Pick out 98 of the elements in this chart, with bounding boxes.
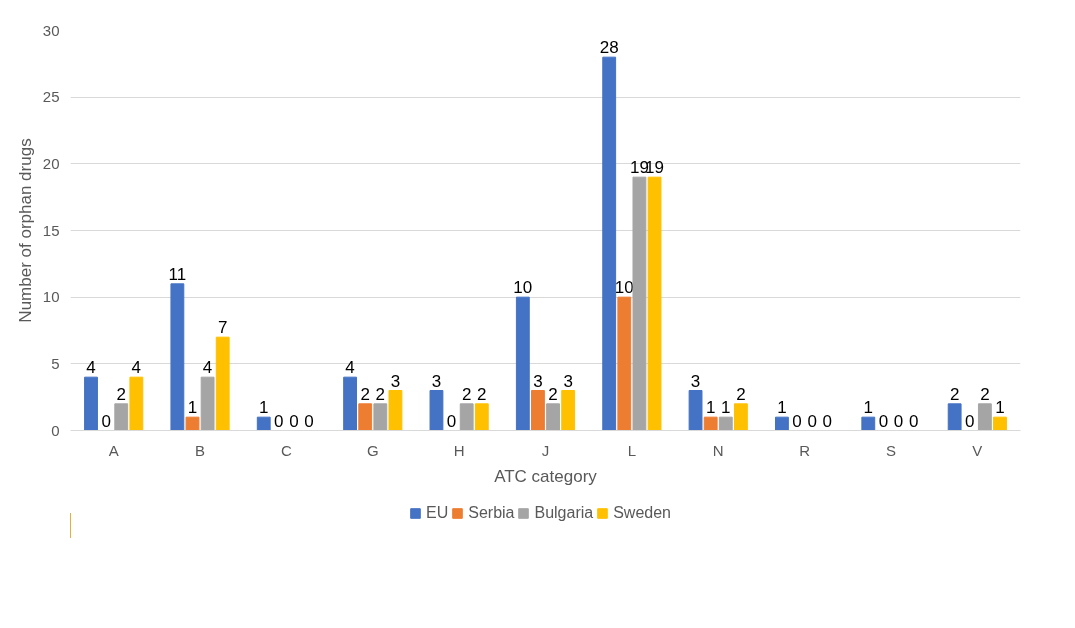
bar [561, 390, 576, 431]
bar [429, 390, 444, 431]
data-label: 0 [792, 411, 802, 431]
y-tick-label: 25 [42, 88, 60, 106]
x-axis-title: ATC category [494, 466, 598, 486]
x-tick-label: V [972, 441, 983, 459]
x-tick-label: L [627, 441, 637, 459]
data-label: 2 [461, 384, 472, 404]
data-label: 10 [513, 278, 533, 298]
data-label: 0 [101, 411, 111, 431]
data-label: 4 [131, 358, 142, 378]
bar [617, 296, 632, 431]
y-tick-label: 15 [42, 221, 60, 239]
data-label: 2 [360, 384, 370, 404]
bar [515, 296, 530, 431]
x-tick-label: C [280, 441, 292, 459]
bar [977, 403, 992, 431]
data-label: 28 [599, 38, 619, 58]
data-label: 0 [274, 411, 284, 431]
bar [84, 376, 98, 431]
data-label: 0 [908, 411, 919, 431]
data-label: 1 [995, 398, 1005, 418]
data-label: 0 [878, 411, 889, 431]
data-label: 2 [949, 384, 960, 404]
bar [373, 403, 388, 431]
bar [474, 403, 489, 431]
bar [343, 376, 358, 431]
data-label: 2 [980, 384, 990, 404]
y-tick-label: 0 [51, 421, 60, 439]
data-label: 4 [345, 358, 355, 378]
x-tick-label: H [453, 441, 465, 459]
y-tick-label: 20 [42, 154, 60, 172]
data-label: 0 [304, 411, 314, 431]
data-label: 11 [168, 264, 187, 284]
bar [200, 376, 215, 431]
bar [718, 416, 733, 431]
legend-label: Bulgaria [534, 504, 594, 522]
bar [170, 283, 185, 431]
bar [602, 56, 617, 431]
data-label: 7 [217, 318, 228, 338]
bar [688, 390, 703, 431]
data-label: 4 [202, 358, 213, 378]
bar [185, 416, 200, 431]
data-label: 2 [477, 384, 487, 404]
x-tick-label: B [195, 441, 206, 459]
legend-label: Serbia [468, 504, 515, 522]
data-label: 1 [721, 398, 731, 418]
bar [459, 403, 474, 431]
bar [546, 403, 560, 431]
bar [861, 416, 876, 431]
data-label: 1 [259, 398, 269, 418]
data-label: 1 [187, 398, 198, 418]
y-axis-title: Number of orphan drugs [15, 138, 35, 323]
data-label: 10 [614, 278, 634, 298]
legend-label: EU [425, 504, 449, 522]
bar [632, 176, 647, 431]
bar [358, 403, 373, 431]
bar [114, 403, 129, 431]
bar [993, 416, 1007, 431]
data-label: 3 [563, 371, 573, 391]
x-tick-label: J [541, 441, 550, 459]
x-tick-label: R [799, 441, 811, 459]
data-label: 1 [705, 398, 716, 418]
data-label: 0 [822, 411, 832, 431]
bar [703, 416, 718, 431]
data-label: 0 [893, 411, 904, 431]
data-label: 2 [375, 384, 386, 404]
data-label: 0 [807, 411, 817, 431]
x-tick-label: N [712, 441, 724, 459]
data-label: 3 [390, 371, 401, 391]
bar [215, 336, 230, 431]
data-label: 1 [863, 398, 874, 418]
bar [388, 390, 403, 431]
data-label: 0 [289, 411, 299, 431]
bar [775, 416, 789, 431]
x-tick-label: S [885, 441, 896, 459]
bar [531, 390, 545, 431]
bar [733, 403, 748, 431]
data-label: 1 [777, 398, 787, 418]
x-tick-label: A [108, 441, 119, 459]
y-tick-label: 30 [42, 21, 60, 39]
data-label: 2 [548, 384, 558, 404]
legend-label: Sweden [613, 504, 672, 522]
data-label: 0 [965, 411, 975, 431]
data-label: 2 [736, 384, 746, 404]
data-label: 3 [533, 371, 543, 391]
data-label: 3 [431, 371, 442, 391]
bar [647, 176, 662, 431]
bar [947, 403, 962, 431]
data-label: 3 [690, 371, 701, 391]
y-tick-label: 10 [42, 288, 60, 306]
y-tick-label: 5 [51, 354, 60, 372]
bar [129, 376, 144, 431]
data-label: 4 [86, 358, 96, 378]
data-label: 0 [446, 411, 457, 431]
x-tick-label: G [366, 441, 379, 459]
bar [256, 416, 271, 431]
data-label: 2 [116, 384, 126, 404]
